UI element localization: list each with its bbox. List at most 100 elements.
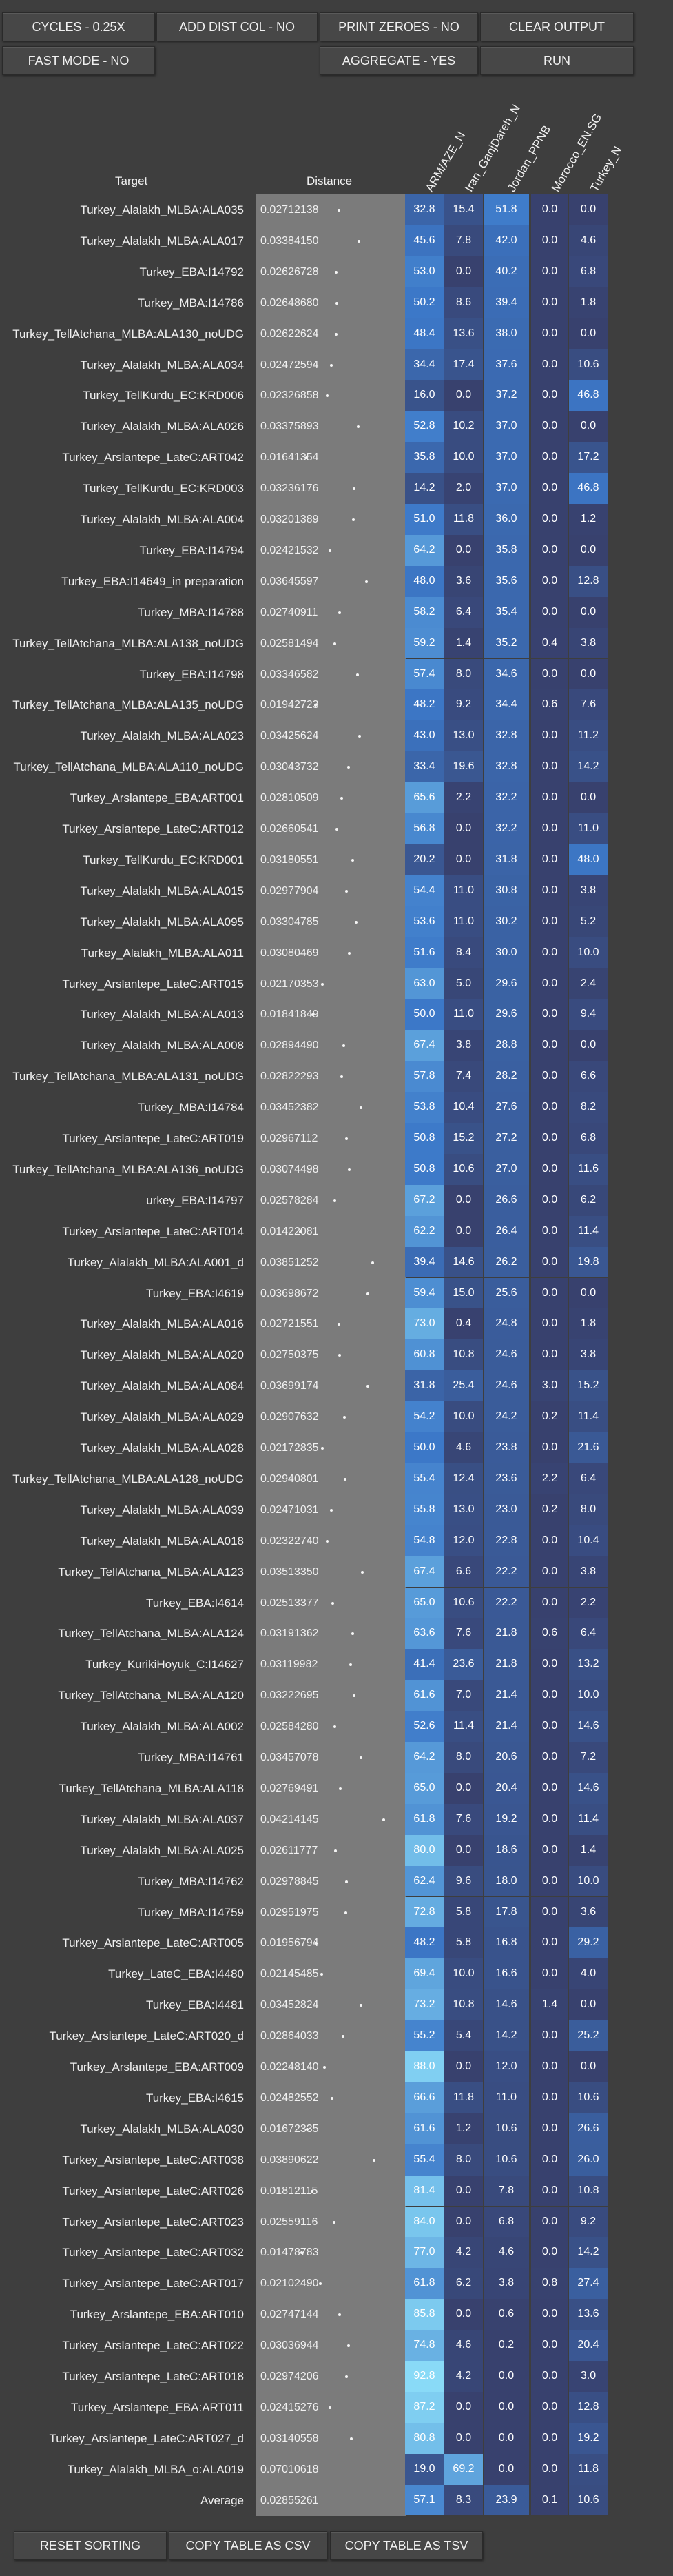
- value-cell-1: 8.0: [444, 1742, 483, 1773]
- distance-cell: 0.03201389: [260, 514, 319, 525]
- reset-sorting-button[interactable]: RESET SORTING: [14, 2531, 167, 2560]
- target-cell: Turkey_Alalakh_MLBA:ALA016: [80, 1317, 244, 1331]
- run-button[interactable]: RUN: [480, 46, 634, 75]
- target-cell: Turkey_EBA:I4614: [145, 1596, 244, 1610]
- value-cell-0: 14.2: [405, 473, 444, 504]
- value-cell-0: 61.6: [405, 1680, 444, 1712]
- aggregate-button[interactable]: AGGREGATE - YES: [320, 46, 478, 75]
- target-cell: Turkey_MBA:I14762: [137, 1874, 244, 1888]
- value-cell-2: 22.2: [484, 1587, 529, 1619]
- value-cell-2: 32.2: [484, 813, 529, 844]
- distance-cell-bg: [256, 999, 406, 1031]
- distance-cell: 0.03851252: [260, 1256, 319, 1268]
- target-cell: Turkey_Arslantepe_EBA:ART001: [70, 791, 244, 805]
- value-cell-3: 0.0: [531, 1680, 568, 1712]
- value-cell-1: 11.0: [444, 906, 483, 937]
- distance-cell-bg: [256, 442, 406, 474]
- distance-cell-bg: [256, 2268, 406, 2300]
- value-cell-2: 0.0: [484, 2361, 529, 2392]
- value-cell-3: 0.2: [531, 1494, 568, 1525]
- value-cell-3: 0.0: [531, 2422, 568, 2454]
- distance-cell-bg: [256, 1215, 406, 1248]
- table-row: Turkey_TellAtchana_MLBA:ALA130_noUDG 0.02…: [0, 318, 673, 350]
- copy-tsv-button[interactable]: COPY TABLE AS TSV: [330, 2531, 483, 2560]
- distance-marker: [339, 1787, 342, 1790]
- table-row: Turkey_TellAtchana_MLBA:ALA124 0.03191362…: [0, 1618, 673, 1650]
- print-zeroes-button[interactable]: PRINT ZEROES - NO: [320, 12, 478, 41]
- distance-cell: 0.02907632: [260, 1411, 319, 1423]
- distance-cell-bg: [256, 565, 406, 598]
- distance-marker: [359, 1106, 362, 1110]
- value-cell-1: 12.0: [444, 1525, 483, 1556]
- value-cell-2: 6.8: [484, 2206, 529, 2238]
- value-cell-2: 37.0: [484, 442, 529, 474]
- distance-cell-bg: [256, 318, 406, 350]
- distance-cell-bg: [256, 2299, 406, 2331]
- table-row: Turkey_EBA:I14792 0.02626728 53.0 0.0 40.2 0.…: [0, 256, 673, 288]
- value-cell-3: 0.0: [531, 1061, 568, 1093]
- cycles-button[interactable]: CYCLES - 0.25X: [2, 12, 155, 41]
- target-column-header[interactable]: Target: [115, 174, 148, 187]
- value-cell-4: 1.4: [569, 1834, 608, 1866]
- distance-marker: [323, 2066, 327, 2069]
- column-header-4[interactable]: Turkey_N: [588, 143, 624, 194]
- target-cell: Turkey_Arslantepe_LateC:ART032: [62, 2246, 244, 2260]
- value-cell-1: 23.6: [444, 1649, 483, 1681]
- value-cell-0: 48.2: [405, 1927, 444, 1959]
- clear-output-button[interactable]: CLEAR OUTPUT: [480, 12, 634, 41]
- value-cell-0: 48.0: [405, 565, 444, 597]
- value-cell-4: 2.4: [569, 968, 608, 1000]
- value-cell-2: 32.2: [484, 782, 529, 813]
- table-row: Turkey_Arslantepe_LateC:ART042 0.01641354…: [0, 442, 673, 474]
- fast-mode-button[interactable]: FAST MODE - NO: [2, 46, 155, 75]
- value-cell-0: 52.8: [405, 411, 444, 443]
- distance-marker: [352, 1694, 355, 1698]
- column-header-2[interactable]: Jordan_PPNB: [505, 123, 554, 194]
- value-cell-4: 11.4: [569, 1215, 608, 1247]
- value-cell-1: 4.2: [444, 2361, 483, 2392]
- distance-marker: [298, 1230, 302, 1233]
- table-row: Turkey_Arslantepe_LateC:ART022 0.03036944…: [0, 2330, 673, 2362]
- distance-marker: [372, 2158, 375, 2162]
- value-cell-4: 26.6: [569, 2113, 608, 2144]
- value-cell-3: 0.0: [531, 1184, 568, 1216]
- value-cell-1: 0.0: [444, 1215, 483, 1247]
- distance-marker: [346, 766, 350, 769]
- value-cell-0: 55.2: [405, 2020, 444, 2051]
- value-cell-4: 15.2: [569, 1370, 608, 1402]
- value-cell-4: 4.0: [569, 1958, 608, 1990]
- copy-csv-button[interactable]: COPY TABLE AS CSV: [169, 2531, 327, 2560]
- table-row: Turkey_Arslantepe_LateC:ART005 0.01956794…: [0, 1927, 673, 1960]
- value-cell-2: 10.6: [484, 2113, 529, 2144]
- distance-column-header[interactable]: Distance: [307, 174, 353, 187]
- value-cell-3: 0.6: [531, 1618, 568, 1650]
- table-row: Turkey_Arslantepe_LateC:ART023 0.02559116…: [0, 2206, 673, 2238]
- value-cell-2: 22.2: [484, 1556, 529, 1588]
- value-cell-0: 59.4: [405, 1277, 444, 1309]
- value-cell-1: 12.4: [444, 1463, 483, 1494]
- target-cell: Turkey_Alalakh_MLBA:ALA037: [80, 1812, 244, 1826]
- target-cell: Turkey_MBA:I14788: [137, 605, 244, 619]
- distance-marker: [338, 611, 341, 614]
- value-cell-0: 92.8: [405, 2361, 444, 2392]
- distance-cell: 0.04214145: [260, 1813, 319, 1825]
- value-cell-1: 4.6: [444, 2330, 483, 2361]
- target-cell: Turkey_Arslantepe_LateC:ART038: [62, 2153, 244, 2167]
- add-dist-col-button[interactable]: ADD DIST COL - NO: [156, 12, 318, 41]
- distance-cell: 0.02472594: [260, 358, 319, 371]
- target-cell: Turkey_KurikiHoyuk_C:I14627: [85, 1658, 244, 1672]
- value-cell-3: 0.0: [531, 813, 568, 844]
- value-cell-4: 7.2: [569, 1742, 608, 1773]
- target-cell: Turkey_TellAtchana_MLBA:ALA118: [59, 1781, 244, 1795]
- distance-cell: 0.01841849: [260, 1008, 319, 1021]
- target-cell: Turkey_TellAtchana_MLBA:ALA130_noUDG: [12, 327, 244, 341]
- table-row: Turkey_Arslantepe_EBA:ART010 0.02747144 85…: [0, 2299, 673, 2331]
- value-cell-1: 6.6: [444, 1556, 483, 1588]
- value-cell-0: 35.8: [405, 442, 444, 474]
- table-row: Turkey_TellAtchana_MLBA:ALA135_noUDG 0.01…: [0, 689, 673, 722]
- value-cell-0: 61.8: [405, 1803, 444, 1835]
- value-cell-0: 88.0: [405, 2051, 444, 2082]
- distance-cell: 0.03425624: [260, 730, 319, 742]
- distance-cell: 0.02102490: [260, 2278, 319, 2290]
- column-header-0[interactable]: ARM/AZE_N: [423, 129, 468, 194]
